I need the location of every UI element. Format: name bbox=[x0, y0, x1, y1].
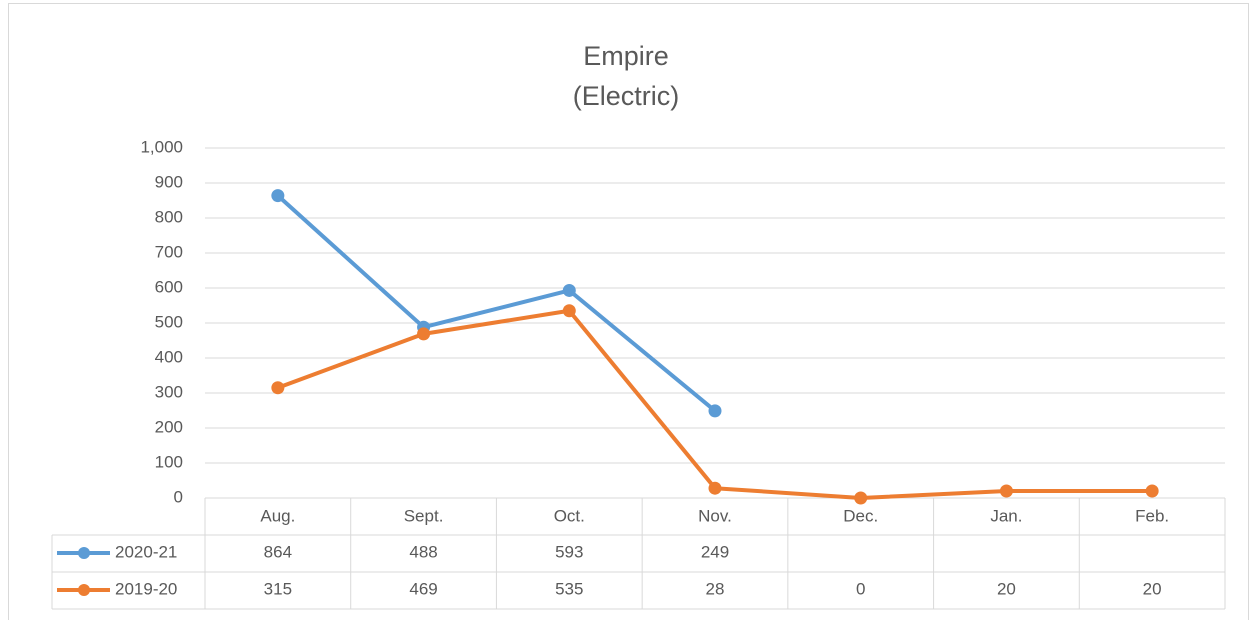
point bbox=[708, 404, 722, 418]
table-value: 20 bbox=[997, 579, 1016, 598]
legend-marker bbox=[78, 547, 90, 559]
y-tick-label: 700 bbox=[155, 242, 183, 261]
y-tick-label: 500 bbox=[155, 312, 183, 331]
point bbox=[271, 381, 285, 395]
point bbox=[999, 484, 1013, 498]
table-value: 488 bbox=[409, 542, 437, 561]
y-tick-label: 300 bbox=[155, 382, 183, 401]
y-tick-label: 100 bbox=[155, 452, 183, 471]
table-value: 535 bbox=[555, 579, 583, 598]
x-tick-label: Dec. bbox=[843, 506, 878, 525]
y-tick-label: 600 bbox=[155, 277, 183, 296]
legend-label: 2020-21 bbox=[115, 542, 177, 561]
x-tick-label: Nov. bbox=[698, 506, 732, 525]
x-tick-label: Oct. bbox=[554, 506, 585, 525]
legend-marker bbox=[78, 584, 90, 596]
table-value: 249 bbox=[701, 542, 729, 561]
table-value: 593 bbox=[555, 542, 583, 561]
y-tick-label: 1,000 bbox=[140, 137, 183, 156]
chart-border bbox=[8, 3, 1249, 620]
y-tick-label: 0 bbox=[174, 487, 183, 506]
chart-subtitle: (Electric) bbox=[573, 81, 680, 111]
point bbox=[562, 304, 576, 318]
x-tick-label: Sept. bbox=[404, 506, 444, 525]
table-value: 864 bbox=[264, 542, 292, 561]
chart-title: Empire bbox=[583, 41, 669, 71]
legend-label: 2019-20 bbox=[115, 579, 177, 598]
point bbox=[562, 283, 576, 297]
point bbox=[854, 491, 868, 505]
table-value: 469 bbox=[409, 579, 437, 598]
point bbox=[708, 481, 722, 495]
y-tick-label: 800 bbox=[155, 207, 183, 226]
x-tick-label: Aug. bbox=[260, 506, 295, 525]
point bbox=[1145, 484, 1159, 498]
y-tick-label: 900 bbox=[155, 172, 183, 191]
x-tick-label: Feb. bbox=[1135, 506, 1169, 525]
series-line bbox=[276, 194, 717, 413]
y-tick-label: 400 bbox=[155, 347, 183, 366]
point bbox=[417, 327, 431, 341]
point bbox=[271, 189, 285, 203]
table-value: 20 bbox=[1143, 579, 1162, 598]
x-tick-label: Jan. bbox=[990, 506, 1022, 525]
table-value: 28 bbox=[706, 579, 725, 598]
y-tick-label: 200 bbox=[155, 417, 183, 436]
table-value: 0 bbox=[856, 579, 865, 598]
table-value: 315 bbox=[264, 579, 292, 598]
